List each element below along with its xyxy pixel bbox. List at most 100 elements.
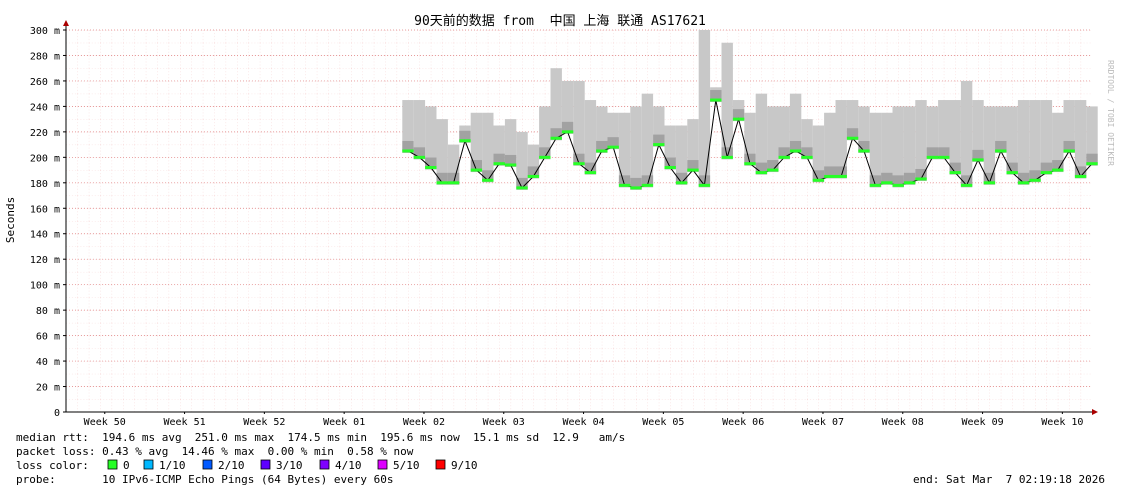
smoke-core	[858, 140, 870, 153]
median-marker	[527, 174, 540, 178]
smoke	[721, 42, 733, 158]
smoke-core	[641, 175, 654, 188]
smoke-core	[846, 128, 859, 141]
median-marker	[687, 168, 699, 172]
loss-label: 1/10	[159, 459, 186, 472]
smoke	[1086, 106, 1098, 164]
smoke-core	[778, 147, 790, 160]
x-tick-label: Week 52	[243, 417, 285, 428]
smoke	[664, 125, 676, 168]
smoke-core	[710, 90, 722, 103]
smoke	[972, 100, 984, 160]
smoke-core	[1040, 162, 1053, 175]
median-marker	[493, 162, 505, 166]
loss-label: 9/10	[451, 459, 478, 472]
smoke	[892, 106, 904, 186]
median-marker	[618, 183, 631, 187]
median-marker	[573, 162, 585, 166]
median-marker	[1063, 149, 1075, 153]
median-marker	[824, 174, 836, 178]
smoke	[858, 106, 870, 151]
median-marker	[881, 181, 893, 185]
y-tick-label: 240 m	[30, 102, 60, 113]
loss-label: 4/10	[335, 459, 362, 472]
median-marker	[516, 186, 528, 190]
smoke-core	[721, 147, 733, 160]
smoke-core	[1029, 170, 1041, 183]
smoke	[470, 112, 483, 171]
smoke	[425, 106, 437, 168]
median-marker	[413, 155, 426, 159]
smoke-core	[983, 172, 996, 185]
smoke	[596, 106, 608, 151]
smoke	[573, 80, 585, 164]
smoke	[755, 93, 768, 173]
smoke	[938, 100, 950, 158]
smoke	[561, 80, 574, 132]
median-marker	[960, 183, 973, 187]
median-marker	[744, 162, 756, 166]
smoke	[675, 125, 688, 183]
smoke-core	[755, 162, 768, 175]
median-marker	[1074, 174, 1087, 178]
smoke-core	[470, 160, 483, 173]
y-arrow	[63, 20, 69, 26]
smoke	[618, 112, 631, 186]
y-tick-label: 40 m	[36, 357, 60, 368]
x-tick-label: Week 06	[722, 417, 764, 428]
smoke	[903, 106, 916, 183]
median-marker	[675, 181, 688, 185]
median-marker	[653, 143, 665, 147]
median-marker	[812, 178, 825, 182]
smoke-core	[630, 177, 642, 190]
median-marker	[995, 149, 1007, 153]
x-tick-label: Week 03	[483, 417, 525, 428]
y-tick-label: 280 m	[30, 51, 60, 62]
median-marker	[983, 181, 996, 185]
median-marker	[903, 181, 916, 185]
loss-swatch	[107, 459, 118, 470]
smoke-core	[413, 147, 426, 160]
smoke	[1074, 100, 1087, 177]
smoke	[504, 119, 517, 165]
smoke	[687, 119, 699, 171]
smoke-core	[539, 147, 551, 160]
smoke-core	[1052, 160, 1064, 173]
y-axis-label: Seconds	[4, 197, 17, 243]
smoke	[915, 100, 927, 179]
smoke-core	[482, 170, 494, 183]
smoke-core	[516, 177, 528, 190]
probe: probe: 10 IPv6-ICMP Echo Pings (64 Bytes…	[16, 473, 394, 486]
median-marker	[892, 183, 904, 187]
smoke	[1029, 100, 1041, 181]
smoke-core	[1006, 162, 1018, 175]
smoke-core	[801, 147, 813, 160]
smoke	[949, 100, 961, 173]
smoke-core	[949, 162, 961, 175]
smoke-core	[607, 137, 619, 150]
smoke	[413, 100, 426, 158]
smoke	[995, 106, 1007, 151]
median-marker	[767, 168, 779, 172]
smoke-core	[1017, 172, 1030, 185]
smoke-core	[835, 166, 847, 179]
side-note: RRDTOOL / TOBI OETIKER	[1106, 60, 1115, 166]
y-tick-label: 200 m	[30, 153, 60, 164]
median-marker	[1006, 171, 1018, 175]
smoke-core	[504, 154, 517, 167]
median-marker	[402, 149, 414, 153]
median-marker	[1040, 171, 1053, 175]
smoke	[447, 144, 460, 183]
smoke-core	[687, 160, 699, 173]
smoke	[869, 112, 882, 186]
median-marker	[641, 183, 654, 187]
smoke-core	[425, 157, 437, 170]
loss-swatch	[435, 459, 446, 470]
smoke	[846, 100, 859, 139]
median-marker	[698, 183, 711, 187]
median-marker	[664, 166, 676, 170]
median-marker	[938, 155, 950, 159]
smoke-core	[926, 147, 939, 160]
smoke	[1040, 100, 1053, 173]
smoke-core	[938, 147, 950, 160]
